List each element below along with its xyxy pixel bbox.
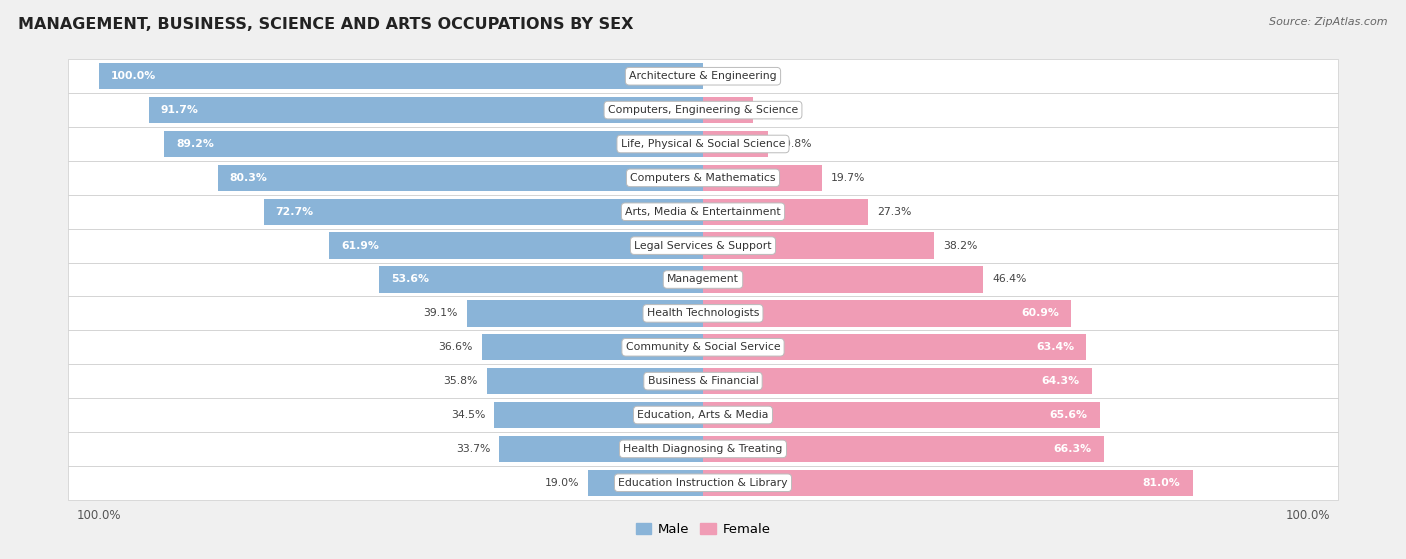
Bar [703, 368, 1091, 394]
Text: 63.4%: 63.4% [1036, 342, 1074, 352]
Bar [703, 402, 1099, 428]
Text: Business & Financial: Business & Financial [648, 376, 758, 386]
Text: 61.9%: 61.9% [340, 240, 378, 250]
Text: Architecture & Engineering: Architecture & Engineering [630, 71, 776, 81]
Text: 0.0%: 0.0% [711, 71, 740, 81]
Bar [69, 195, 1337, 229]
Text: Arts, Media & Entertainment: Arts, Media & Entertainment [626, 207, 780, 217]
Text: Education, Arts & Media: Education, Arts & Media [637, 410, 769, 420]
Bar [69, 330, 1337, 364]
Text: Computers & Mathematics: Computers & Mathematics [630, 173, 776, 183]
Text: Computers, Engineering & Science: Computers, Engineering & Science [607, 105, 799, 115]
Text: 35.8%: 35.8% [443, 376, 478, 386]
Bar [486, 368, 703, 394]
Bar [263, 198, 703, 225]
Text: Community & Social Service: Community & Social Service [626, 342, 780, 352]
Bar [703, 435, 1104, 462]
Text: MANAGEMENT, BUSINESS, SCIENCE AND ARTS OCCUPATIONS BY SEX: MANAGEMENT, BUSINESS, SCIENCE AND ARTS O… [18, 17, 634, 32]
Bar [69, 93, 1337, 127]
Text: 33.7%: 33.7% [456, 444, 491, 454]
Bar [69, 364, 1337, 398]
Text: 38.2%: 38.2% [943, 240, 977, 250]
Text: 10.8%: 10.8% [778, 139, 811, 149]
Text: 46.4%: 46.4% [993, 274, 1026, 285]
Text: Health Technologists: Health Technologists [647, 309, 759, 319]
Legend: Male, Female: Male, Female [630, 517, 776, 541]
Bar [69, 59, 1337, 93]
Bar [69, 229, 1337, 263]
Bar [69, 466, 1337, 500]
Text: 19.0%: 19.0% [544, 478, 579, 488]
Text: Education Instruction & Library: Education Instruction & Library [619, 478, 787, 488]
Text: 34.5%: 34.5% [451, 410, 485, 420]
Bar [588, 470, 703, 496]
Text: 72.7%: 72.7% [276, 207, 314, 217]
Text: 91.7%: 91.7% [160, 105, 198, 115]
Text: 60.9%: 60.9% [1021, 309, 1059, 319]
Bar [499, 435, 703, 462]
Text: 19.7%: 19.7% [831, 173, 866, 183]
Bar [703, 198, 868, 225]
Bar [482, 334, 703, 361]
Bar [703, 470, 1192, 496]
Text: 66.3%: 66.3% [1053, 444, 1091, 454]
Bar [149, 97, 703, 124]
Bar [467, 300, 703, 326]
Text: 100.0%: 100.0% [111, 71, 156, 81]
Text: 39.1%: 39.1% [423, 309, 457, 319]
Bar [380, 266, 703, 293]
Text: 89.2%: 89.2% [176, 139, 214, 149]
Bar [69, 127, 1337, 161]
Text: Legal Services & Support: Legal Services & Support [634, 240, 772, 250]
Bar [703, 300, 1071, 326]
Bar [69, 296, 1337, 330]
Bar [495, 402, 703, 428]
Bar [703, 334, 1087, 361]
Bar [703, 131, 768, 157]
Text: 27.3%: 27.3% [877, 207, 911, 217]
Text: 65.6%: 65.6% [1049, 410, 1087, 420]
Text: 53.6%: 53.6% [391, 274, 429, 285]
Text: 81.0%: 81.0% [1143, 478, 1181, 488]
Text: 36.6%: 36.6% [439, 342, 472, 352]
Bar [218, 165, 703, 191]
Bar [703, 97, 754, 124]
Bar [69, 161, 1337, 195]
Bar [703, 266, 983, 293]
Bar [703, 233, 934, 259]
Text: Life, Physical & Social Science: Life, Physical & Social Science [621, 139, 785, 149]
Bar [703, 165, 823, 191]
Bar [69, 432, 1337, 466]
Text: Management: Management [666, 274, 740, 285]
Bar [69, 263, 1337, 296]
Text: 80.3%: 80.3% [229, 173, 267, 183]
Text: Health Diagnosing & Treating: Health Diagnosing & Treating [623, 444, 783, 454]
Bar [69, 398, 1337, 432]
Bar [98, 63, 703, 89]
Bar [329, 233, 703, 259]
Text: 64.3%: 64.3% [1042, 376, 1080, 386]
Text: 8.3%: 8.3% [762, 105, 790, 115]
Bar [165, 131, 703, 157]
Text: Source: ZipAtlas.com: Source: ZipAtlas.com [1270, 17, 1388, 27]
